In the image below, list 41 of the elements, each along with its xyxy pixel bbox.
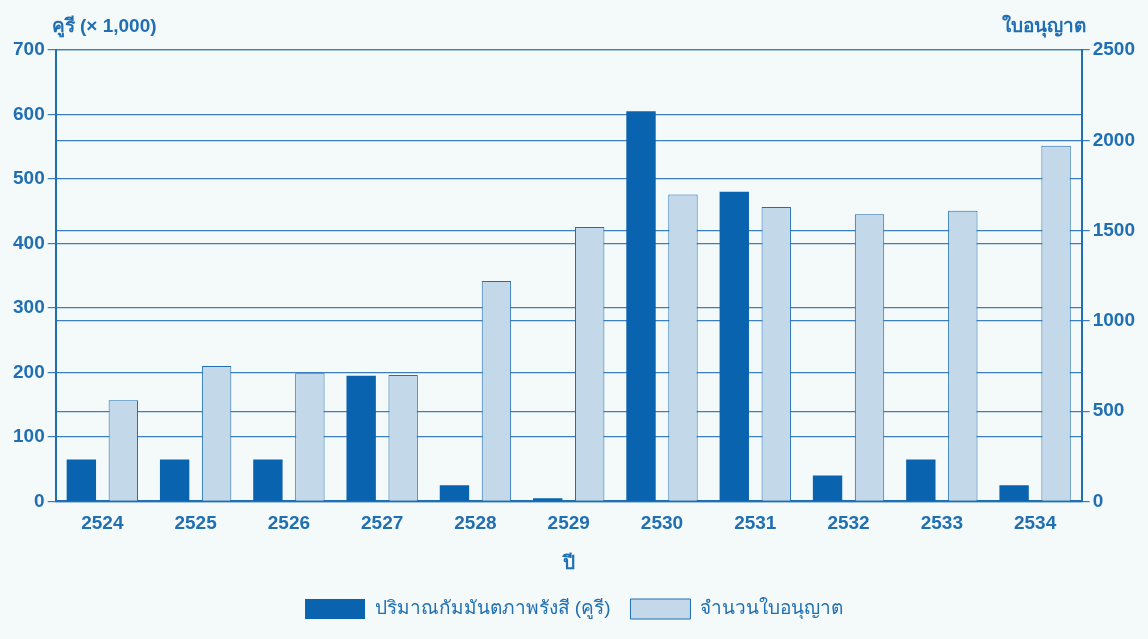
x-axis-title: ปี [561, 551, 575, 573]
y2-tick-label: 1500 [1092, 218, 1136, 240]
y-tick-label: 700 [13, 38, 45, 60]
y-axis-title: คูรี (× 1,000) [51, 14, 157, 38]
x-tick-label: 2533 [920, 512, 963, 534]
y-tick-label: 0 [34, 489, 45, 511]
bar [439, 485, 470, 501]
x-tick-label: 2529 [547, 512, 590, 534]
bar [812, 475, 843, 501]
x-tick-label: 2526 [267, 512, 311, 534]
x-tick-label: 2534 [1013, 512, 1057, 534]
bar [346, 375, 376, 501]
y2-axis-title: ใบอนุญาต [1001, 13, 1086, 38]
bar [533, 498, 563, 501]
x-tick-label: 2528 [454, 512, 497, 534]
bar [906, 459, 936, 501]
x-tick-label: 2530 [640, 512, 684, 534]
y-tick-label: 400 [13, 231, 45, 253]
x-tick-label: 2532 [827, 512, 870, 534]
y-tick-label: 500 [13, 167, 45, 189]
y2-tick-label: 2500 [1092, 38, 1136, 60]
x-tick-label: 2525 [174, 512, 218, 534]
x-tick-label: 2531 [734, 512, 777, 534]
legend-label: จำนวนใบอนุญาต [699, 597, 843, 621]
y2-tick-label: 2000 [1092, 128, 1136, 150]
bar [159, 459, 190, 501]
y2-tick-label: 500 [1092, 399, 1125, 421]
y-tick-label: 200 [13, 360, 45, 382]
x-tick-label: 2527 [361, 512, 404, 534]
legend-label: ปริมาณกัมมันตภาพรังสี (คูรี) [374, 597, 611, 620]
bar [719, 191, 749, 501]
bar [999, 485, 1029, 501]
y2-tick-label: 0 [1092, 489, 1104, 511]
bar [66, 459, 97, 501]
y-tick-label: 600 [13, 102, 45, 124]
bar [253, 459, 283, 501]
x-tick-label: 2524 [81, 512, 124, 534]
y-tick-label: 300 [13, 296, 45, 318]
y2-tick-label: 1000 [1092, 309, 1136, 331]
bar [626, 111, 656, 501]
y-tick-label: 100 [13, 425, 45, 447]
